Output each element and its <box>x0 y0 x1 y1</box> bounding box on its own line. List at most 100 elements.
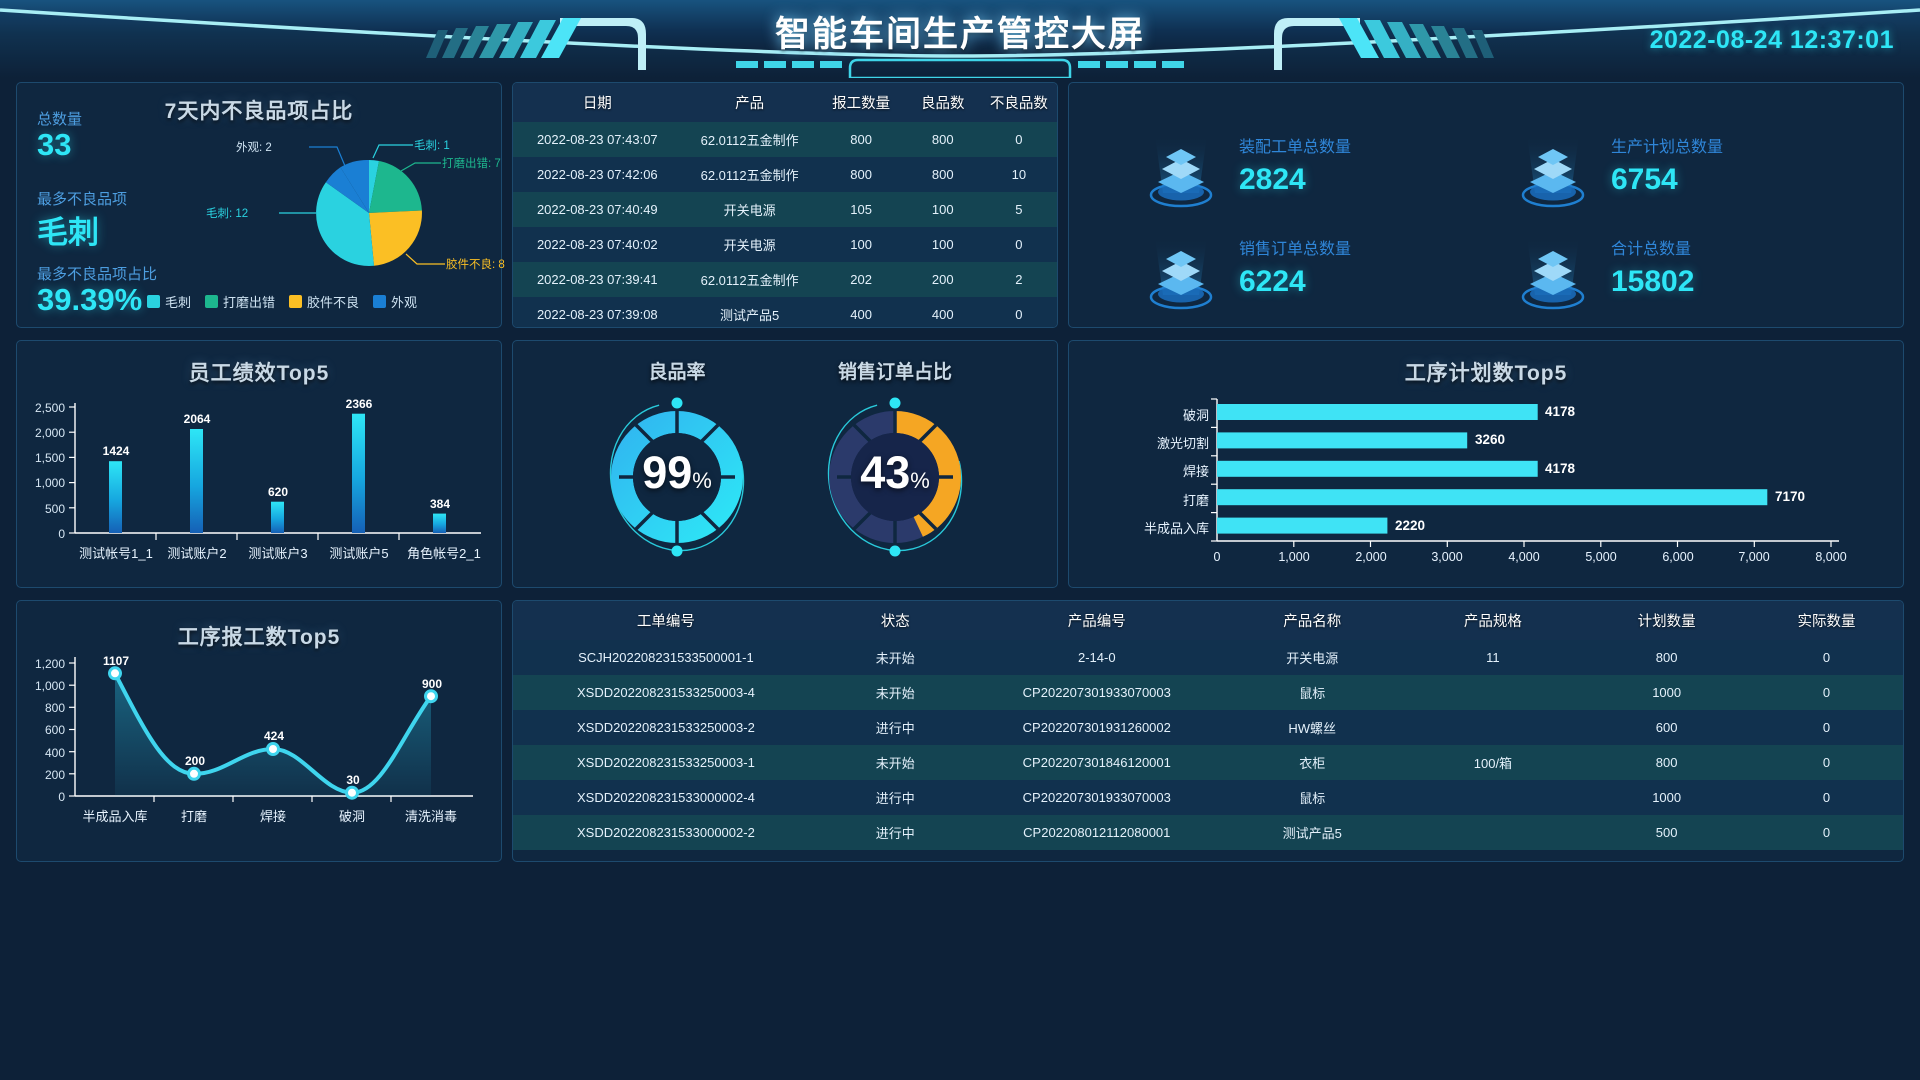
cell-product-name: 开关电源 <box>1221 640 1403 675</box>
bar-category-2: 测试账户3 <box>248 546 308 561</box>
cell-actual-qty: 0 <box>1750 675 1903 710</box>
cell-good-qty: 800 <box>904 122 981 157</box>
table-row[interactable]: 2022-08-23 07:40:02 开关电源 100 100 0 <box>513 227 1057 262</box>
cell-product-no: CP202207301846120001 <box>971 745 1222 780</box>
table-row[interactable]: XSDD202208231533250003-2 进行中 CP20220730193… <box>513 710 1903 745</box>
x-tick-7000: 7,000 <box>1738 550 1770 564</box>
stat-value-top-defect-ratio: 39.39% <box>37 282 143 317</box>
stat-label-total: 总数量 <box>37 111 83 128</box>
legend-item-jiaojianbuliang[interactable]: 胶件不良 <box>289 292 359 311</box>
cell-actual-qty: 0 <box>1750 640 1903 675</box>
col-good-qty: 良品数 <box>904 83 981 122</box>
table-row[interactable]: 2022-08-23 07:40:49 开关电源 105 100 5 <box>513 192 1057 227</box>
col-defect-qty: 不良品数 <box>980 83 1057 122</box>
legend-item-waiguan[interactable]: 外观 <box>373 292 417 311</box>
kpi-card-assembly-orders: 装配工单总数量 2824 <box>1133 127 1463 217</box>
table-row[interactable]: SCJH202208231533500001-1 未开始 2-14-0 开关电源 11 8… <box>513 640 1903 675</box>
kpi-value: 15802 <box>1611 265 1695 298</box>
line-y-tick-1000: 1,000 <box>34 679 65 693</box>
col-plan-qty: 计划数量 <box>1583 601 1751 640</box>
dashboard-header: 智能车间生产管控大屏 2022-08-24 12:37:01 <box>0 0 1920 78</box>
cell-good-qty: 200 <box>904 262 981 297</box>
legend-item-maoci[interactable]: 毛刺 <box>147 292 191 311</box>
line-y-tick-0: 0 <box>58 790 65 804</box>
legend-swatch-icon <box>147 295 160 308</box>
line-value-1: 200 <box>184 754 206 768</box>
hbar-category-3: 打磨 <box>1182 493 1209 508</box>
cell-product-no: CP202207301933070003 <box>971 675 1222 710</box>
cell-product: 62.0112五金制作 <box>681 122 818 157</box>
x-tick-1000: 1,000 <box>1278 550 1310 564</box>
bar-chart-title: 员工绩效Top5 <box>188 362 330 385</box>
x-tick-3000: 3,000 <box>1431 550 1463 564</box>
kpi-label: 装配工单总数量 <box>1239 139 1352 156</box>
cell-plan-qty: 800 <box>1583 745 1751 780</box>
x-tick-6000: 6,000 <box>1662 550 1694 564</box>
line-value-4: 900 <box>421 677 443 691</box>
cell-product-name: 鼠标 <box>1221 675 1403 710</box>
cell-actual-qty: 0 <box>1750 780 1903 815</box>
hbar-category-0: 破洞 <box>1182 408 1209 423</box>
y-tick-1500: 1,500 <box>34 451 65 465</box>
gauge-value-sales-share: 43% <box>795 447 995 499</box>
table-row[interactable]: XSDD202208231533250003-1 未开始 CP20220730184… <box>513 745 1903 780</box>
col-product: 产品 <box>681 83 818 122</box>
line-chart-title: 工序报工数Top5 <box>177 626 341 649</box>
table-row[interactable]: 2022-08-23 07:39:08 测试产品5 400 400 0 <box>513 297 1057 327</box>
y-tick-2000: 2,000 <box>34 426 65 440</box>
panel-gauges: 良品率 <box>512 340 1058 588</box>
legend-swatch-icon <box>205 295 219 308</box>
stat-value-total: 33 <box>37 127 72 162</box>
cell-status: 未开始 <box>818 675 972 710</box>
legend-label: 毛刺 <box>165 295 192 310</box>
y-tick-1000: 1,000 <box>34 476 65 490</box>
table-row[interactable]: 2022-08-23 07:43:07 62.0112五金制作 800 800 0 <box>513 122 1057 157</box>
cell-status: 进行中 <box>818 780 972 815</box>
cell-workorder-no: SCJH202208231533500001-1 <box>513 640 819 675</box>
cell-product-no: 2-14-0 <box>971 640 1222 675</box>
line-category-1: 打磨 <box>180 809 207 824</box>
table-row[interactable]: XSDD202208231533000002-4 进行中 CP20220730193… <box>513 780 1903 815</box>
bar-category-1: 测试账户2 <box>167 546 227 561</box>
workorder-table: 工单编号 状态 产品编号 产品名称 产品规格 计划数量 实际数量 SCJH202… <box>513 601 1903 850</box>
cell-plan-qty: 1000 <box>1583 675 1751 710</box>
bar-category-3: 测试账户5 <box>329 546 389 561</box>
table-row[interactable]: 2022-08-23 07:42:06 62.0112五金制作 800 800 10 <box>513 157 1057 192</box>
table-row[interactable]: XSDD202208231533000002-2 进行中 CP20220801211… <box>513 815 1903 850</box>
cell-report-qty: 100 <box>817 227 905 262</box>
legend-item-damochucuo[interactable]: 打磨出错 <box>205 292 275 311</box>
pie-label-maoci-big: 毛刺: 12 <box>206 208 249 220</box>
panel-employee-performance: 员工绩效Top5 <box>16 340 502 588</box>
stat-label-top-defect-ratio: 最多不良品项占比 <box>37 266 158 283</box>
cell-product: 62.0112五金制作 <box>681 262 818 297</box>
process-plan-bar-chart <box>1211 398 1839 547</box>
kpi-value: 6224 <box>1239 265 1306 298</box>
table-row[interactable]: 2022-08-23 07:39:41 62.0112五金制作 202 200 2 <box>513 262 1057 297</box>
header-decoration <box>0 0 1920 78</box>
y-tick-500: 500 <box>44 502 65 516</box>
pie-label-damo: 打磨出错: 7 <box>442 158 501 170</box>
line-value-2: 424 <box>263 729 285 743</box>
cell-product: 开关电源 <box>681 227 818 262</box>
cell-date: 2022-08-23 07:42:06 <box>513 157 682 192</box>
x-tick-8000: 8,000 <box>1815 550 1847 564</box>
gauge-number: 99 <box>642 447 693 498</box>
gauge-good-rate: 良品率 <box>577 362 777 564</box>
x-tick-2000: 2,000 <box>1355 550 1387 564</box>
kpi-card-production-plan: 生产计划总数量 6754 <box>1505 127 1835 217</box>
cell-product-no: CP202207301933070003 <box>971 780 1222 815</box>
kpi-label: 销售订单总数量 <box>1239 241 1352 258</box>
stat-label-top-defect: 最多不良品项 <box>37 191 128 208</box>
col-report-qty: 报工数量 <box>817 83 905 122</box>
x-tick-4000: 4,000 <box>1508 550 1540 564</box>
bar-category-0: 测试帐号1_1 <box>79 546 153 561</box>
employee-bar-chart <box>69 403 481 540</box>
cell-product-name: 鼠标 <box>1221 780 1403 815</box>
cell-good-qty: 800 <box>904 157 981 192</box>
kpi-value: 2824 <box>1239 163 1306 196</box>
cell-defect-qty: 5 <box>980 192 1057 227</box>
cell-defect-qty: 0 <box>980 227 1057 262</box>
x-tick-0: 0 <box>1213 550 1221 564</box>
table-row[interactable]: XSDD202208231533250003-4 未开始 CP20220730193… <box>513 675 1903 710</box>
legend-label: 胶件不良 <box>307 295 360 310</box>
